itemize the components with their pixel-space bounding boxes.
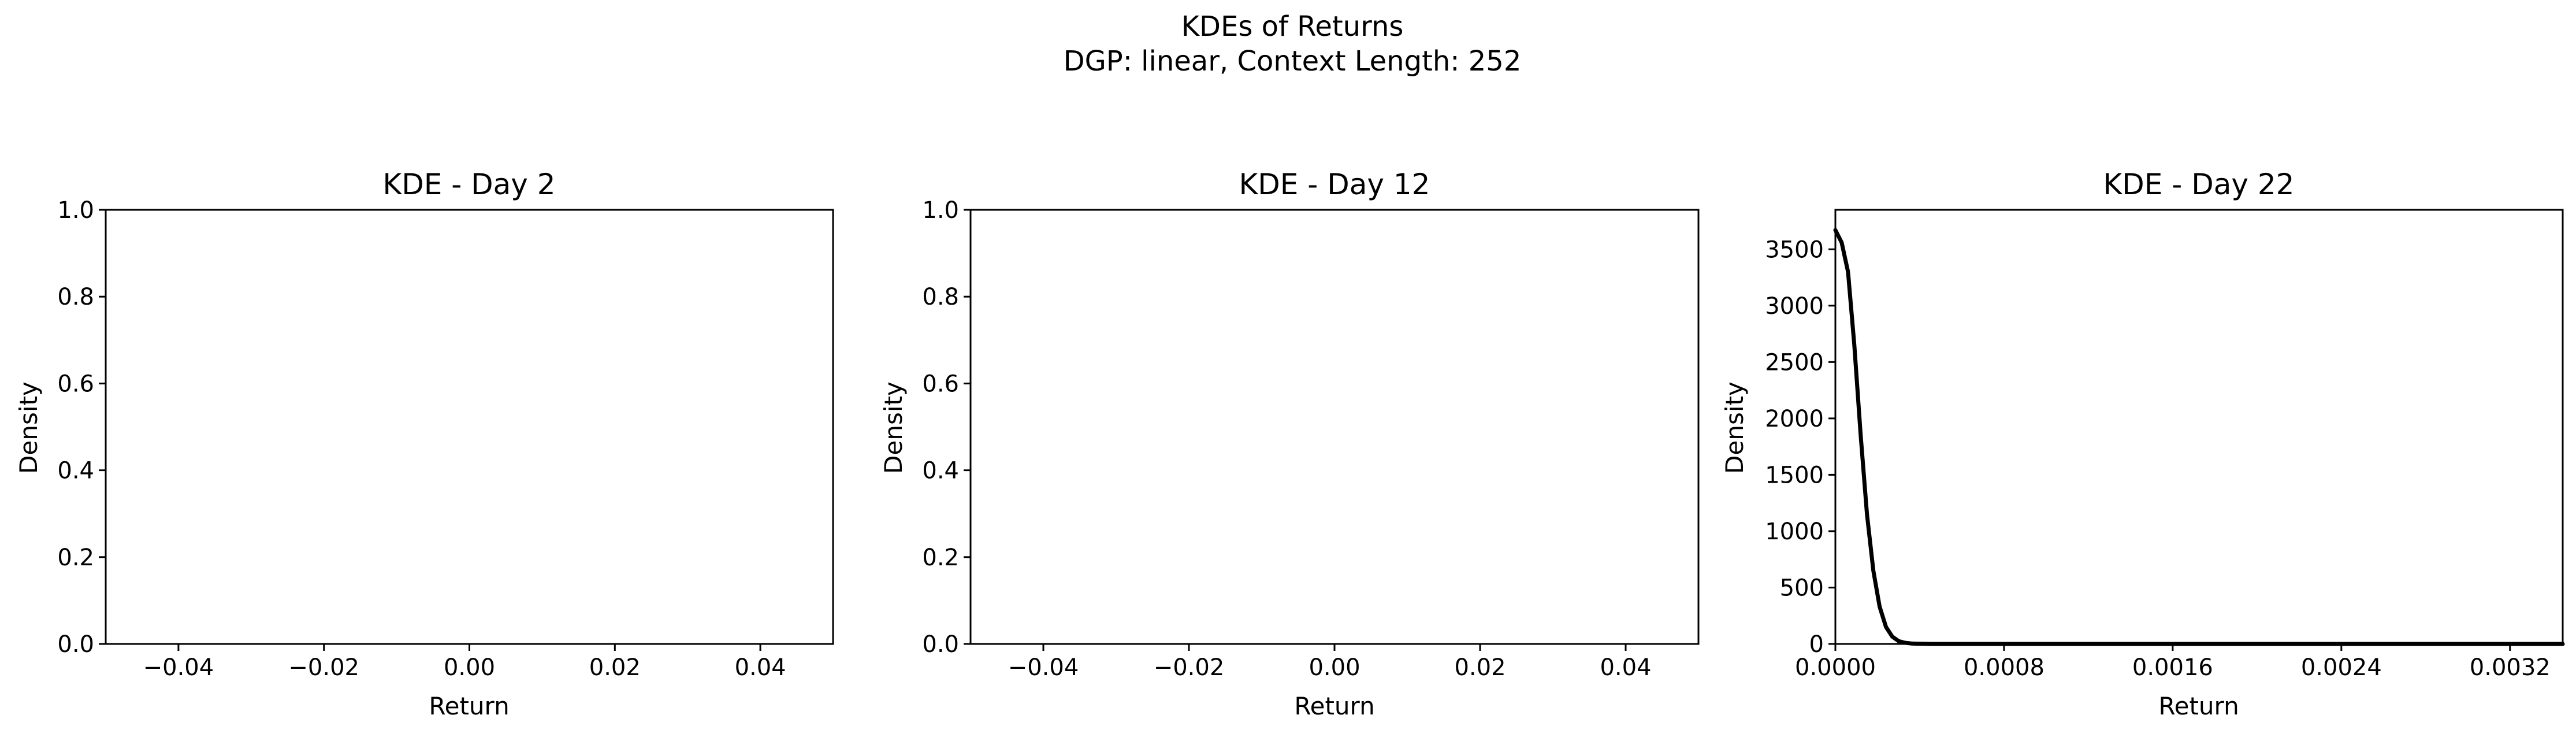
x-tick-label: −0.02 [288,654,359,681]
x-tick-label: −0.04 [143,654,214,681]
y-axis-label: Density [14,382,43,474]
y-tick-label: 0.8 [922,284,959,310]
y-tick-label: 1.0 [922,197,959,224]
y-tick-label: 1.0 [57,197,94,224]
x-axis-label: Return [2158,692,2239,720]
y-tick-label: 0.6 [922,371,959,397]
x-tick-label: 0.02 [589,654,641,681]
subplot-title: KDE - Day 12 [1239,168,1430,201]
y-tick-label: 0.4 [922,458,959,484]
kde-line [1833,228,2565,646]
axes-frame [1834,209,2564,645]
x-tick-label: 0.0024 [2301,654,2382,681]
x-tick-label: 0.0016 [2132,654,2213,681]
y-tick-label: 0.8 [57,284,94,310]
y-tick-label: 0.0 [57,631,94,658]
x-tick-label: 0.00 [1309,654,1360,681]
x-tick-label: 0.02 [1454,654,1506,681]
y-tick-label: 0 [1809,631,1824,658]
y-tick-label: 3000 [1765,293,1824,320]
y-tick-label: 1500 [1765,462,1824,488]
y-axis-label: Density [1720,382,1749,474]
x-tick-label: 0.04 [1600,654,1651,681]
x-tick-label: 0.0008 [1964,654,2045,681]
y-tick-label: 1000 [1765,519,1824,545]
y-tick-label: 0.2 [922,545,959,571]
x-tick-label: −0.02 [1154,654,1225,681]
figure-subtitle: DGP: linear, Context Length: 252 [1064,45,1522,77]
y-tick-label: 3500 [1765,236,1824,263]
x-tick-label: −0.04 [1008,654,1079,681]
ticks: −0.04 −0.02 0.00 0.02 0.04 0.0 0.2 0.4 0.6 0.8 1.0 [922,197,1651,681]
x-tick-label: 0.0032 [2470,654,2551,681]
y-tick-label: 2500 [1765,349,1824,376]
y-tick-label: 2000 [1765,406,1824,432]
ticks: −0.04 −0.02 0.00 0.02 0.04 0.0 0.2 0.4 0.6 0.8 1.0 [57,197,786,681]
ticks: 0.0000 0.0008 0.0016 0.0024 0.0032 0 500 1000 15… [1765,236,2551,681]
subplot-title: KDE - Day 22 [2103,168,2295,201]
y-tick-label: 0.4 [57,458,94,484]
x-axis-label: Return [1294,692,1374,720]
y-tick-label: 0.0 [922,631,959,658]
subplot-day-22: KDE - Day 22 Return Density 0.0000 0.0008… [1720,168,2565,720]
y-axis-label: Density [879,382,908,474]
x-axis-label: Return [429,692,509,720]
plot-area [1833,228,2565,646]
subplot-day-12: KDE - Day 12 Return Density −0.04 −0.02 0.… [879,168,1700,720]
figure-title: KDEs of Returns [1181,10,1404,43]
y-tick-label: 0.6 [57,371,94,397]
axes-frame [105,209,834,645]
y-tick-label: 500 [1780,575,1824,601]
subplot-day-2: KDE - Day 2 Return Density −0.04 −0.02 0.0… [14,168,834,720]
x-tick-label: 0.0000 [1795,654,1876,681]
subplot-title: KDE - Day 2 [382,168,555,201]
y-tick-label: 0.2 [57,545,94,571]
axes-frame [969,209,1700,645]
x-tick-label: 0.00 [444,654,495,681]
x-tick-label: 0.04 [735,654,786,681]
